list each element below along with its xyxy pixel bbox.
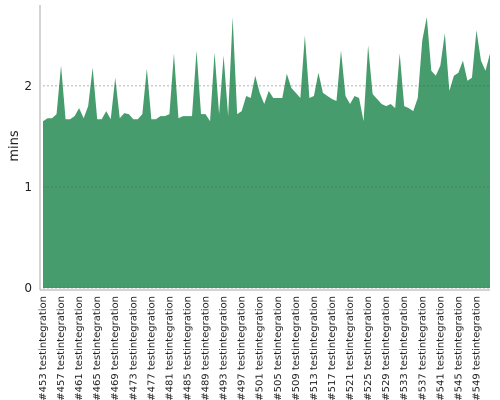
x-tick-label: #521 testintegration xyxy=(345,296,356,400)
x-tick-label: #525 testintegration xyxy=(363,296,374,400)
x-tick-label: #453 testintegration xyxy=(38,296,49,400)
x-tick-label: #497 testintegration xyxy=(237,296,248,400)
x-tick-label: #513 testintegration xyxy=(309,296,320,400)
x-tick-label: #477 testintegration xyxy=(146,296,157,400)
x-tick-label: #489 testintegration xyxy=(201,296,212,400)
x-tick-label: #501 testintegration xyxy=(255,296,266,400)
y-tick-label: 0 xyxy=(24,281,32,295)
x-tick-label: #545 testintegration xyxy=(453,296,464,400)
x-tick-label: #473 testintegration xyxy=(128,296,139,400)
y-tick-label: 1 xyxy=(24,180,32,194)
x-tick-label: #517 testintegration xyxy=(327,296,338,400)
y-axis-label: mins xyxy=(7,130,22,162)
x-tick-label: #493 testintegration xyxy=(219,296,230,400)
x-tick-label: #485 testintegration xyxy=(182,296,193,400)
x-tick-label: #481 testintegration xyxy=(164,296,175,400)
x-tick-label: #457 testintegration xyxy=(56,296,67,400)
area xyxy=(43,17,490,288)
x-tick-label: #461 testintegration xyxy=(74,296,85,400)
x-tick-label: #537 testintegration xyxy=(417,296,428,400)
x-tick-label: #533 testintegration xyxy=(399,296,410,400)
x-tick-label: #509 testintegration xyxy=(291,296,302,400)
x-tick-label: #505 testintegration xyxy=(273,296,284,400)
x-tick-label: #529 testintegration xyxy=(381,296,392,400)
x-tick-label: #541 testintegration xyxy=(435,296,446,400)
x-tick-label: #549 testintegration xyxy=(471,296,482,400)
y-tick-label: 2 xyxy=(24,79,32,93)
x-tick-label: #469 testintegration xyxy=(110,296,121,400)
x-tick-label: #465 testintegration xyxy=(92,296,103,400)
